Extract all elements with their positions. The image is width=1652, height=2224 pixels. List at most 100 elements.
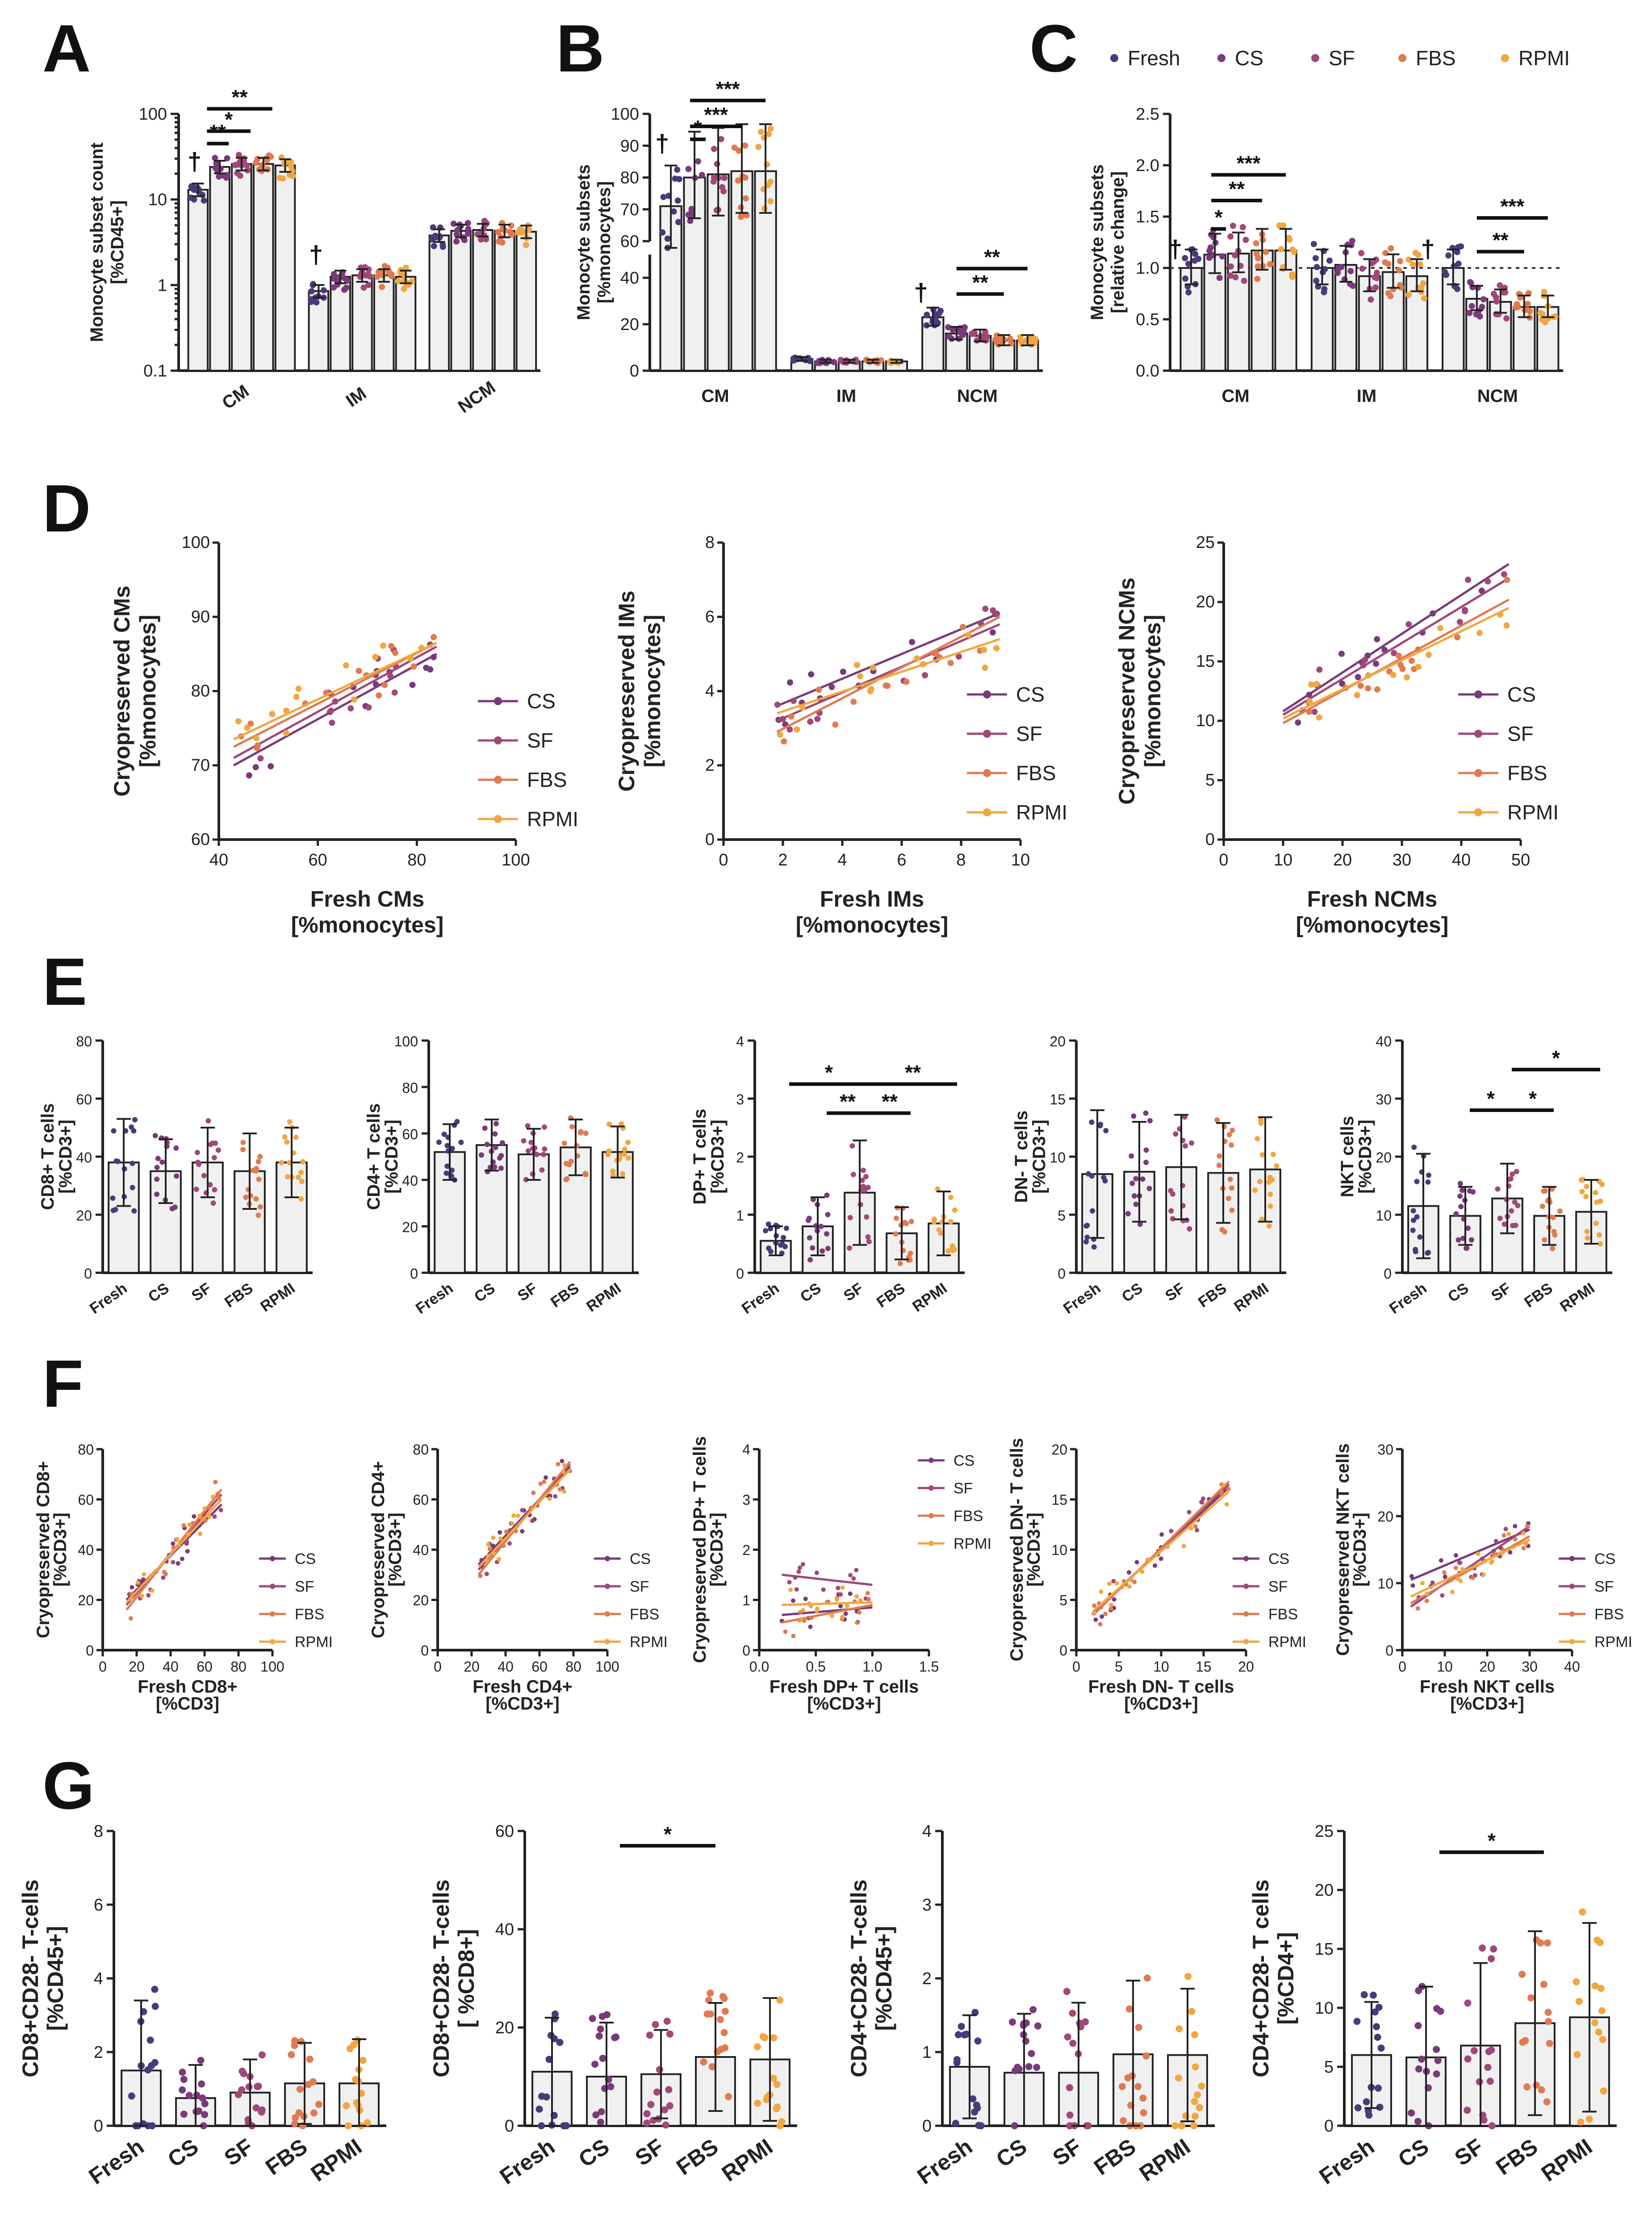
data-point	[720, 2029, 728, 2036]
legend-marker-sf	[270, 1584, 275, 1589]
data-point	[850, 1171, 856, 1177]
legend-marker-sf	[1474, 730, 1482, 738]
data-point	[1577, 2118, 1585, 2126]
data-point	[1306, 708, 1313, 715]
data-point	[486, 1542, 491, 1547]
significance-label: **	[905, 1061, 921, 1084]
data-point	[544, 1475, 548, 1480]
x-tick-label: 1.0	[862, 1659, 882, 1675]
data-point	[1229, 1208, 1235, 1213]
data-point	[525, 1148, 531, 1154]
data-point	[867, 688, 874, 694]
data-point	[523, 1177, 529, 1183]
data-point	[843, 1611, 848, 1616]
dagger-mark: †	[309, 240, 323, 268]
data-point	[542, 1124, 548, 1130]
data-point	[776, 1996, 784, 2004]
data-point	[1089, 1119, 1095, 1125]
legend-label-rpmi: RPMI	[1594, 1634, 1632, 1651]
data-point	[286, 1160, 292, 1166]
data-point	[855, 1620, 860, 1625]
x-axis-title-line: Fresh DP+ T cells	[770, 1677, 919, 1697]
data-point	[175, 1537, 180, 1542]
data-point	[395, 278, 401, 284]
data-point	[707, 1990, 714, 1997]
data-point	[201, 197, 207, 204]
data-point	[491, 1535, 496, 1540]
y-tick-label: 2	[922, 1969, 932, 1988]
data-point	[1433, 2046, 1440, 2053]
y-tick-label: 0	[705, 830, 715, 849]
x-axis-title-line: [%CD3+]	[1124, 1694, 1198, 1714]
data-point	[169, 1206, 175, 1212]
significance-label: ***	[1500, 195, 1524, 218]
legend-label-rpmi: RPMI	[1507, 801, 1559, 824]
y-tick-label: 10	[1377, 1576, 1393, 1592]
data-point	[179, 2069, 186, 2076]
data-point	[1184, 1973, 1192, 1980]
data-point	[1410, 1208, 1416, 1214]
data-point	[1495, 1186, 1501, 1192]
data-point	[478, 1573, 483, 1578]
data-point	[840, 1585, 845, 1590]
data-point	[1173, 1131, 1179, 1137]
data-point	[372, 654, 379, 661]
y-axis-title: DP+ T cells[%CD3+]	[690, 1109, 728, 1205]
y-axis-title-line: CD8+ T cells	[38, 1103, 58, 1210]
x-axis-title-line: [%monocytes]	[796, 912, 949, 937]
data-point	[1306, 691, 1313, 698]
data-point	[1375, 2084, 1382, 2092]
data-point	[824, 1192, 830, 1198]
data-point	[283, 730, 289, 736]
data-point	[1112, 1597, 1117, 1602]
data-point	[310, 2109, 318, 2117]
data-point	[1313, 277, 1320, 284]
data-point	[598, 2013, 606, 2020]
data-point	[1433, 2070, 1440, 2078]
significance-label: **	[1229, 177, 1245, 201]
data-point	[653, 2088, 661, 2096]
data-point	[431, 634, 437, 640]
data-point	[903, 678, 910, 685]
data-point	[543, 2093, 550, 2101]
data-point	[1410, 1583, 1415, 1588]
x-axis-title-line: [%CD3]	[156, 1694, 219, 1714]
data-point	[1120, 2117, 1127, 2124]
data-point	[401, 285, 407, 292]
data-point	[286, 171, 293, 178]
x-tick-label: 20	[129, 1659, 145, 1675]
data-point	[110, 1208, 116, 1213]
data-point	[1464, 1999, 1472, 2007]
legend-marker-cs	[1569, 1556, 1575, 1561]
data-point	[243, 162, 250, 169]
category-label-fbs: FBS	[261, 2134, 312, 2180]
legend-marker-sf	[1569, 1584, 1575, 1589]
data-point	[865, 1591, 870, 1596]
data-point	[973, 2101, 980, 2109]
x-tick-label: 40	[163, 1659, 179, 1675]
y-tick-label: 15	[1196, 652, 1215, 671]
data-point	[1545, 2018, 1552, 2025]
data-point	[185, 1549, 190, 1554]
data-point	[1365, 672, 1372, 679]
legend-label-cs: CS	[527, 690, 556, 713]
data-point	[130, 1185, 135, 1191]
x-tick-label: 0	[719, 851, 728, 870]
data-point	[246, 772, 252, 779]
data-point	[343, 284, 350, 291]
data-point	[646, 2032, 653, 2039]
data-point	[1382, 250, 1389, 256]
data-point	[453, 231, 460, 238]
data-point	[1224, 1502, 1229, 1507]
data-point	[837, 356, 844, 363]
y-axis-title-line: [%CD3+]	[50, 1513, 70, 1587]
data-point	[845, 1603, 849, 1608]
data-point	[1457, 1193, 1463, 1199]
data-point	[276, 175, 283, 181]
legend-label-rpmi: RPMI	[1268, 1634, 1306, 1651]
data-point	[1591, 2019, 1598, 2027]
data-point	[1033, 2064, 1041, 2071]
data-point	[858, 1598, 863, 1603]
data-point	[1098, 1121, 1104, 1127]
data-point	[923, 322, 930, 329]
